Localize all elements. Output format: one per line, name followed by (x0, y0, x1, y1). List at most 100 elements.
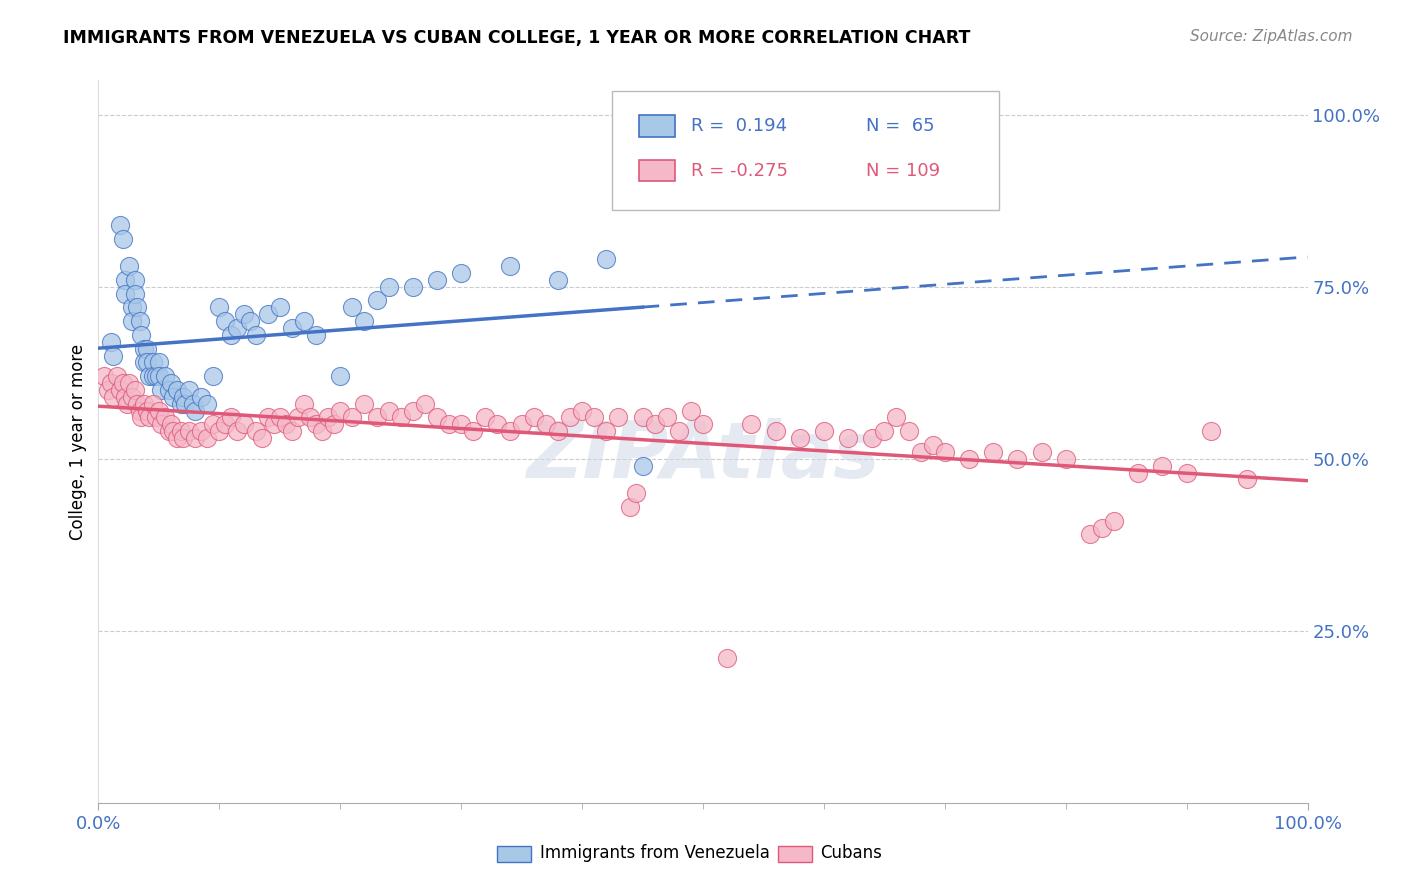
Point (353, 397, 375, 411)
Point (498, 259, 520, 273)
Point (281, 321, 304, 335)
Point (97, 383, 120, 397)
Point (162, 424, 184, 438)
FancyBboxPatch shape (638, 115, 675, 136)
Point (323, 417, 346, 432)
Point (463, 424, 485, 438)
Point (93, 369, 115, 384)
Point (160, 376, 183, 390)
Point (169, 397, 191, 411)
Point (1199, 424, 1222, 438)
Point (250, 431, 273, 445)
Point (607, 410, 630, 425)
Point (305, 417, 328, 432)
Text: R = -0.275: R = -0.275 (690, 161, 787, 179)
Point (208, 301, 231, 315)
Point (101, 390, 124, 404)
Point (172, 431, 194, 445)
Point (426, 273, 449, 287)
Point (274, 417, 297, 432)
Point (523, 410, 546, 425)
Point (226, 424, 249, 438)
Point (571, 403, 593, 417)
FancyBboxPatch shape (778, 847, 811, 862)
Point (129, 327, 152, 342)
Point (179, 424, 201, 438)
Point (184, 431, 207, 445)
Point (134, 355, 156, 369)
Point (292, 314, 315, 328)
Text: N = 109: N = 109 (866, 161, 941, 179)
Point (789, 431, 811, 445)
Point (135, 403, 157, 417)
Point (305, 327, 328, 342)
Point (150, 383, 173, 397)
Point (837, 431, 859, 445)
Point (366, 293, 388, 308)
Point (195, 431, 218, 445)
Point (287, 410, 309, 425)
Point (740, 417, 762, 432)
Point (329, 403, 352, 417)
Point (166, 383, 188, 397)
Point (631, 458, 654, 473)
Point (124, 383, 146, 397)
Text: R =  0.194: R = 0.194 (690, 117, 787, 135)
Point (111, 376, 134, 390)
Point (129, 410, 152, 425)
Point (160, 417, 183, 432)
Point (263, 417, 285, 432)
Point (214, 314, 236, 328)
Point (311, 424, 333, 438)
Point (214, 417, 236, 432)
Point (450, 417, 472, 432)
Y-axis label: College, 1 year or more: College, 1 year or more (69, 343, 87, 540)
Text: Cubans: Cubans (820, 845, 882, 863)
Point (142, 369, 165, 384)
Point (692, 417, 714, 432)
FancyBboxPatch shape (498, 847, 531, 862)
Point (108, 383, 131, 397)
Point (655, 410, 678, 425)
Point (153, 410, 176, 425)
Point (402, 403, 425, 417)
FancyBboxPatch shape (613, 91, 1000, 211)
Point (765, 424, 787, 438)
Point (668, 424, 690, 438)
Point (437, 417, 460, 432)
Point (174, 397, 197, 411)
Point (221, 327, 243, 342)
Point (121, 301, 143, 315)
Point (299, 410, 322, 425)
Point (256, 307, 278, 321)
Point (547, 424, 569, 438)
Point (124, 273, 146, 287)
Point (1007, 451, 1029, 466)
Point (366, 410, 388, 425)
Point (813, 424, 835, 438)
Point (292, 397, 315, 411)
Point (150, 417, 173, 432)
FancyBboxPatch shape (638, 160, 675, 181)
Point (105, 369, 128, 384)
Point (897, 424, 920, 438)
Point (118, 259, 141, 273)
Point (117, 397, 139, 411)
Point (118, 376, 141, 390)
Point (101, 349, 124, 363)
Point (108, 218, 131, 232)
Point (486, 417, 509, 432)
Point (510, 417, 533, 432)
Point (195, 397, 218, 411)
Point (114, 286, 136, 301)
Point (181, 397, 204, 411)
Point (402, 279, 425, 293)
Point (157, 383, 180, 397)
Point (190, 390, 212, 404)
Point (134, 342, 156, 356)
Point (377, 403, 399, 417)
Text: Immigrants from Venezuela: Immigrants from Venezuela (540, 845, 769, 863)
Point (179, 383, 201, 397)
Point (153, 369, 176, 384)
Point (172, 390, 194, 404)
